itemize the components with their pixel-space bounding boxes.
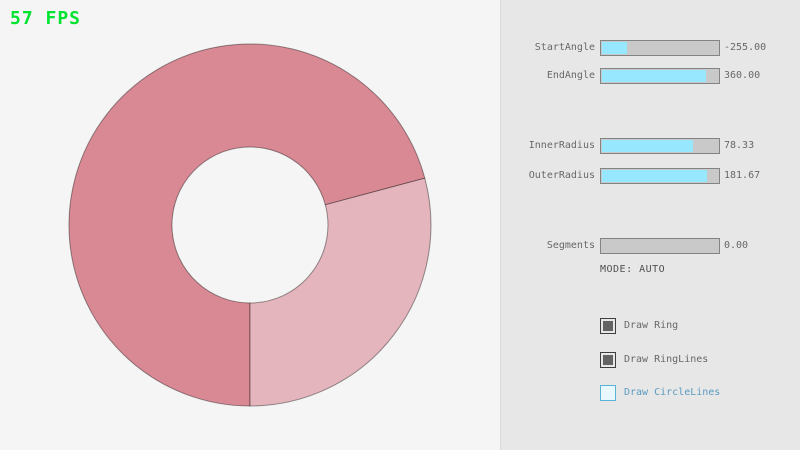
- slider-label-outerradius: OuterRadius: [528, 170, 595, 181]
- slider-fill-endangle: [602, 70, 706, 82]
- segments-mode-text: MODE: AUTO: [600, 264, 666, 275]
- checkbox-row-draw-ring: Draw Ring: [600, 318, 800, 334]
- slider-endangle[interactable]: [600, 68, 720, 84]
- fps-counter: 57 FPS: [10, 8, 82, 29]
- slider-row-startangle: StartAngle -255.00: [501, 40, 800, 56]
- ring-canvas: [68, 43, 432, 407]
- checkbox-label-draw-ring: Draw Ring: [624, 320, 679, 331]
- checkbox-label-draw-ringlines: Draw RingLines: [624, 354, 709, 365]
- slider-value-segments: 0.00: [724, 240, 749, 251]
- slider-value-innerradius: 78.33: [724, 140, 755, 151]
- slider-label-innerradius: InnerRadius: [528, 140, 595, 151]
- checkbox-row-draw-ringlines: Draw RingLines: [600, 352, 800, 368]
- slider-value-startangle: -255.00: [724, 42, 767, 53]
- slider-fill-outerradius: [602, 170, 707, 182]
- slider-row-innerradius: InnerRadius 78.33: [501, 138, 800, 154]
- checkbox-draw-circlelines[interactable]: [600, 385, 616, 401]
- slider-row-outerradius: OuterRadius 181.67: [501, 168, 800, 184]
- checkbox-draw-ring[interactable]: [600, 318, 616, 334]
- checkbox-label-draw-circlelines: Draw CircleLines: [624, 387, 721, 398]
- slider-fill-startangle: [602, 42, 627, 54]
- slider-innerradius[interactable]: [600, 138, 720, 154]
- checkbox-row-draw-circlelines: Draw CircleLines: [600, 385, 800, 401]
- slider-startangle[interactable]: [600, 40, 720, 56]
- slider-segments[interactable]: [600, 238, 720, 254]
- slider-label-segments: Segments: [546, 240, 595, 251]
- slider-row-segments: Segments 0.00: [501, 238, 800, 254]
- slider-label-endangle: EndAngle: [546, 70, 595, 81]
- slider-row-endangle: EndAngle 360.00: [501, 68, 800, 84]
- ring-sector-light: [249, 177, 432, 407]
- checkbox-draw-ringlines[interactable]: [600, 352, 616, 368]
- slider-value-endangle: 360.00: [724, 70, 761, 81]
- slider-outerradius[interactable]: [600, 168, 720, 184]
- controls-panel: StartAngle -255.00 EndAngle 360.00 Inner…: [500, 0, 800, 450]
- slider-fill-innerradius: [602, 140, 693, 152]
- slider-value-outerradius: 181.67: [724, 170, 761, 181]
- slider-label-startangle: StartAngle: [534, 42, 595, 53]
- ring-sector-dark: [68, 43, 426, 407]
